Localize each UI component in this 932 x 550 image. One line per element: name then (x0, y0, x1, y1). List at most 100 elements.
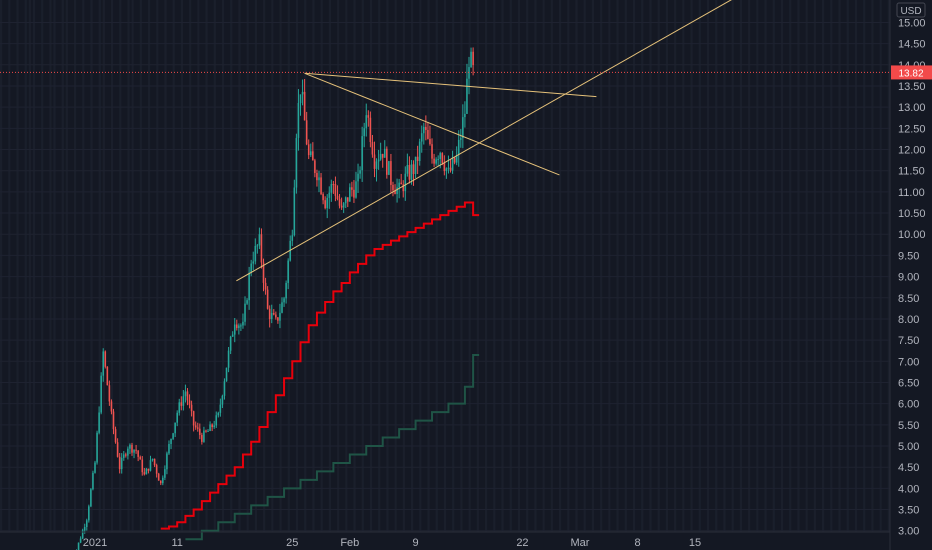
candle-body (125, 454, 127, 456)
x-tick-label: 15 (689, 537, 701, 549)
session-stripe (147, 0, 151, 532)
session-stripe (172, 0, 175, 532)
candle-body (203, 430, 205, 442)
session-stripe (641, 0, 644, 532)
candle-body (141, 459, 144, 473)
session-stripe (180, 0, 184, 532)
candle-body (449, 167, 452, 171)
y-tick-label: 9.50 (898, 250, 919, 262)
red-step-line (160, 201, 480, 530)
session-stripe (8, 0, 11, 532)
session-stripe (28, 0, 31, 532)
y-tick-label: 4.00 (898, 483, 919, 495)
candle-body (258, 234, 261, 246)
x-tick-label: 11 (171, 537, 182, 549)
session-stripe (82, 0, 85, 532)
session-stripe (632, 0, 636, 532)
candle-body (81, 530, 84, 539)
candle-body (453, 157, 456, 163)
session-stripe (591, 0, 595, 532)
session-stripe (102, 0, 105, 532)
session-stripe (706, 0, 710, 532)
session-stripe (90, 0, 93, 532)
session-stripe (830, 0, 833, 532)
candle-body (118, 456, 121, 470)
candle-body (447, 167, 450, 169)
x-tick-label: 8 (634, 537, 640, 549)
candle-body (201, 434, 203, 442)
y-tick-label: 11.50 (898, 166, 925, 178)
candle-body (164, 469, 166, 478)
session-stripe (49, 0, 52, 532)
y-tick-label: 8.00 (898, 314, 919, 326)
candle-body (178, 402, 181, 413)
candle-body (386, 148, 388, 175)
candle-body (147, 468, 150, 471)
session-stripe (127, 0, 130, 532)
session-stripe (682, 0, 685, 532)
session-stripe (575, 0, 578, 532)
session-stripe (583, 0, 586, 532)
candle-body (110, 401, 113, 412)
candle-body (431, 144, 433, 159)
session-stripe (312, 0, 315, 532)
candle-body (108, 385, 111, 402)
candle-body (441, 153, 444, 164)
candle-body (314, 160, 316, 174)
candle-body (100, 375, 102, 413)
session-stripe (797, 0, 800, 532)
x-axis[interactable]: 2021 11 25 Feb 9 22 Mar 8 15 (83, 537, 701, 549)
y-tick-label: 10.50 (898, 208, 926, 220)
candle-body (254, 245, 257, 262)
candle-body (342, 203, 345, 208)
candle-body (328, 192, 331, 198)
candle-body (122, 454, 125, 458)
candle-body (277, 317, 279, 321)
candle-body (466, 78, 468, 114)
session-stripe (690, 0, 693, 532)
candle-body (192, 411, 195, 426)
session-background (0, 0, 890, 532)
candle-body (227, 350, 230, 368)
candle-body (143, 472, 146, 475)
session-stripe (731, 0, 734, 532)
candle-body (264, 282, 267, 290)
step-series (160, 201, 480, 541)
candle-body (279, 312, 281, 321)
session-stripe (558, 0, 562, 532)
candle-body (326, 197, 329, 209)
candle-body (459, 138, 462, 140)
candle-body (312, 151, 314, 161)
candle-body (379, 153, 382, 160)
candle-body (211, 424, 213, 428)
candle-body (346, 197, 349, 202)
candle-body (85, 520, 88, 528)
session-stripe (739, 0, 742, 532)
candle-body (215, 415, 218, 426)
candle-body (394, 190, 396, 194)
session-stripe (378, 0, 381, 532)
candle-body (472, 51, 474, 66)
candle-body (316, 173, 318, 181)
session-stripe (32, 0, 36, 532)
session-stripe (517, 0, 521, 532)
session-stripe (608, 0, 611, 532)
y-tick-label: 9.00 (898, 272, 919, 284)
candle-body (262, 262, 265, 283)
session-stripe (674, 0, 677, 532)
session-stripe (213, 0, 216, 532)
y-tick-label: 10.00 (898, 229, 926, 241)
session-stripe (526, 0, 529, 532)
candle-body (129, 444, 131, 449)
candle-body (266, 289, 269, 309)
session-stripe (24, 0, 27, 532)
session-stripe (509, 0, 512, 532)
session-stripe (665, 0, 669, 532)
session-stripe (476, 0, 479, 532)
candle-body (351, 187, 353, 190)
candle-body (375, 161, 378, 169)
candle-body (451, 157, 454, 171)
candle-body (275, 314, 277, 318)
session-stripe (460, 0, 463, 532)
